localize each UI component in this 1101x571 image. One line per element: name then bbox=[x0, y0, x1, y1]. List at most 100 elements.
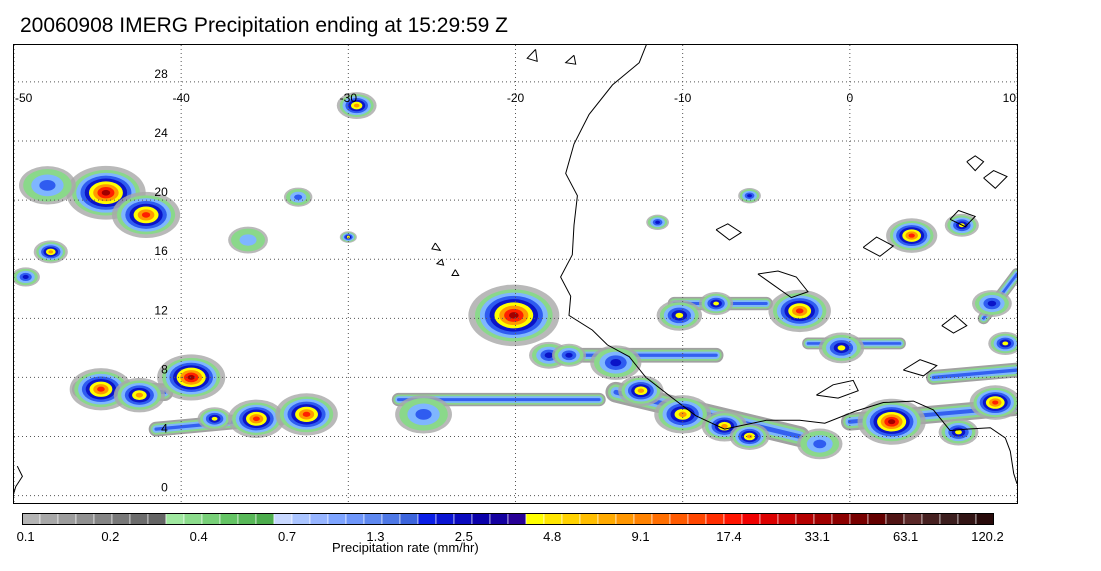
colorbar-swatch bbox=[561, 513, 581, 526]
rain-cell bbox=[336, 92, 377, 120]
coastline bbox=[435, 258, 445, 266]
colorbar-swatch bbox=[363, 513, 383, 526]
coastline bbox=[13, 465, 23, 493]
coastline bbox=[816, 379, 859, 399]
rain-cell bbox=[197, 407, 232, 431]
colorbar-swatch bbox=[651, 513, 671, 526]
lon-tick-label: -50 bbox=[15, 91, 33, 105]
colorbar-label: Precipitation rate (mm/hr) bbox=[332, 540, 479, 555]
coastline bbox=[564, 54, 577, 65]
lat-tick-label: 0 bbox=[161, 481, 168, 495]
lat-tick-label: 24 bbox=[154, 126, 168, 140]
colorbar-tick-label: 0.4 bbox=[189, 529, 208, 544]
precipitation-layer bbox=[11, 92, 1026, 460]
colorbar-tick-label: 4.8 bbox=[543, 529, 562, 544]
colorbar-swatch bbox=[831, 513, 851, 526]
colorbar-swatch bbox=[849, 513, 869, 526]
colorbar-swatch bbox=[471, 513, 491, 526]
coastline bbox=[560, 37, 1018, 484]
rain-cell bbox=[699, 292, 734, 316]
colorbar-swatch bbox=[39, 513, 59, 526]
rain-cell bbox=[969, 385, 1021, 420]
colorbar-swatch bbox=[759, 513, 779, 526]
rain-cell bbox=[938, 418, 979, 446]
rain-cell bbox=[818, 332, 865, 364]
colorbar-swatch bbox=[957, 513, 977, 526]
rain-cell bbox=[886, 218, 938, 253]
colorbar-swatch bbox=[57, 513, 77, 526]
colorbar-swatch bbox=[507, 513, 527, 526]
rain-cell bbox=[551, 343, 587, 367]
colorbar-tick-label: 0.2 bbox=[101, 529, 120, 544]
lat-tick-label: 4 bbox=[161, 422, 168, 436]
colorbar-tick-label: 17.4 bbox=[716, 529, 742, 544]
coastline bbox=[526, 49, 538, 63]
colorbar-swatch bbox=[201, 513, 221, 526]
rain-cell bbox=[656, 300, 703, 331]
lat-tick-label: 16 bbox=[154, 244, 168, 258]
colorbar-swatch bbox=[147, 513, 167, 526]
lon-tick-label: -30 bbox=[340, 91, 358, 105]
colorbar-swatch bbox=[687, 513, 707, 526]
lon-tick-label: -20 bbox=[507, 91, 525, 105]
colorbar-swatch bbox=[777, 513, 797, 526]
colorbar-swatch bbox=[255, 513, 275, 526]
coastline bbox=[715, 223, 743, 241]
coastline bbox=[983, 170, 1008, 189]
colorbar-swatch bbox=[633, 513, 653, 526]
rain-cell bbox=[857, 398, 926, 445]
lat-tick-label: 8 bbox=[161, 362, 168, 376]
tick-labels: -50 -40 -30 -20 -10 0 10 0 4 8 12 16 20 24 28 bbox=[15, 67, 1016, 495]
colorbar-swatch bbox=[345, 513, 365, 526]
rain-cell bbox=[972, 290, 1012, 317]
colorbar-tick-label: 2.5 bbox=[454, 529, 473, 544]
rain-cell bbox=[113, 377, 165, 413]
colorbar-swatch bbox=[579, 513, 599, 526]
colorbar-swatch bbox=[111, 513, 131, 526]
lat-tick-label: 12 bbox=[154, 303, 168, 317]
colorbar-swatch bbox=[309, 513, 329, 526]
colorbar-swatch bbox=[399, 513, 419, 526]
coastline-layer bbox=[13, 37, 1018, 493]
rain-cell bbox=[797, 428, 843, 460]
rain-cell bbox=[283, 187, 313, 207]
colorbar-swatch bbox=[705, 513, 725, 526]
colorbar-swatch bbox=[813, 513, 833, 526]
colorbar-swatch bbox=[381, 513, 401, 526]
rain-cell bbox=[618, 375, 664, 407]
colorbar-tick-label: 33.1 bbox=[804, 529, 830, 544]
lon-tick-label: -40 bbox=[172, 91, 190, 105]
rain-cell bbox=[590, 345, 642, 380]
colorbar-swatch bbox=[417, 513, 437, 526]
rain-cell bbox=[228, 226, 268, 254]
colorbar-swatch bbox=[453, 513, 473, 526]
colorbar-swatch bbox=[273, 513, 293, 526]
coastline bbox=[862, 236, 895, 257]
colorbar-swatch bbox=[237, 513, 257, 526]
colorbar-swatch bbox=[435, 513, 455, 526]
lat-tick-label: 20 bbox=[154, 185, 168, 199]
colorbar-swatch bbox=[669, 513, 689, 526]
coastline bbox=[949, 209, 977, 228]
rain-cell bbox=[738, 188, 761, 204]
colorbar-swatch bbox=[525, 513, 545, 526]
colorbar-swatch bbox=[22, 513, 41, 526]
coastline bbox=[966, 155, 985, 172]
precipitation-map: -50 -40 -30 -20 -10 0 10 0 4 8 12 16 20 24 28 bbox=[11, 37, 1026, 504]
colorbar-swatch bbox=[93, 513, 113, 526]
map-title: 20060908 IMERG Precipitation ending at 1… bbox=[20, 14, 508, 37]
rain-cell bbox=[19, 166, 76, 205]
rain-cell bbox=[944, 213, 979, 237]
colorbar-swatch bbox=[183, 513, 203, 526]
rain-cell bbox=[33, 240, 68, 264]
colorbar-tick-label: 0.1 bbox=[16, 529, 35, 544]
colorbar-swatch bbox=[219, 513, 239, 526]
colorbar-swatch bbox=[903, 513, 923, 526]
colorbar-swatch bbox=[975, 513, 994, 526]
colorbar-swatch bbox=[741, 513, 761, 526]
coastline bbox=[451, 269, 460, 276]
colorbar-swatch bbox=[543, 513, 563, 526]
rain-cell bbox=[395, 395, 452, 434]
coastline bbox=[941, 314, 968, 334]
colorbar-swatch bbox=[723, 513, 743, 526]
